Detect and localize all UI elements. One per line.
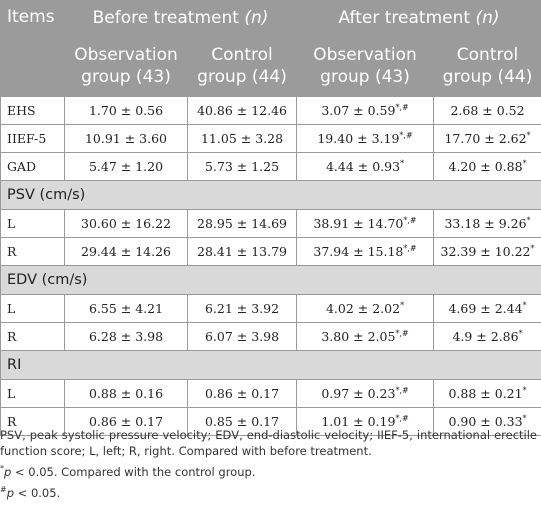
header-before-observation: Observation group (43) [64,35,188,97]
table-row: IIEF-5 10.91 ± 3.60 11.05 ± 3.28 19.40 ± 3.… [0,124,541,153]
cell-after-control: 0.88 ± 0.21* [433,379,541,408]
cell-after-control: 32.39 ± 10.22* [433,237,541,266]
cell-before-control: 0.86 ± 0.17 [186,379,298,408]
cell-after-observation: 3.80 ± 2.05*,# [296,322,435,351]
row-label: IIEF-5 [0,124,65,153]
cell-after-control: 4.9 ± 2.86* [433,322,541,351]
table-row: GAD 5.47 ± 1.20 5.73 ± 1.25 4.44 ± 0.93* 4.2… [0,152,541,181]
section-title: PSV (cm/s) [0,180,541,210]
footnote-star: *p < 0.05. Compared with the control gro… [0,464,256,479]
cell-after-control: 4.69 ± 2.44* [433,294,541,323]
cell-after-observation: 0.97 ± 0.23*,# [296,379,435,408]
results-table: Items Before treatment (n) After treatme… [0,0,541,436]
cell-before-observation: 6.28 ± 3.98 [64,322,188,351]
footnote-hash: #p < 0.05. [0,484,61,500]
cell-after-control: 0.90 ± 0.33* [433,407,541,436]
cell-before-observation: 30.60 ± 16.22 [64,209,188,238]
table-row: L 6.55 ± 4.21 6.21 ± 3.92 4.02 ± 2.02* 4.69 … [0,294,541,323]
cell-before-observation: 5.47 ± 1.20 [64,152,188,181]
cell-before-observation: 29.44 ± 14.26 [64,237,188,266]
table-row: R 6.28 ± 3.98 6.07 ± 3.98 3.80 ± 2.05*,# 4.9… [0,322,541,351]
row-label: L [0,294,65,323]
section-header-row: PSV (cm/s) [0,180,541,210]
table-row: R 0.86 ± 0.17 0.85 ± 0.17 1.01 ± 0.19*,# 0.9… [0,407,541,436]
cell-after-observation: 37.94 ± 15.18*,# [296,237,435,266]
table-row: R 29.44 ± 14.26 28.41 ± 13.79 37.94 ± 15.18… [0,237,541,266]
row-label: R [0,407,65,436]
cell-before-control: 6.07 ± 3.98 [186,322,298,351]
row-label: R [0,237,65,266]
cell-before-control: 0.85 ± 0.17 [186,407,298,436]
results-table-container: Items Before treatment (n) After treatme… [0,0,541,436]
row-label: L [0,379,65,408]
section-header-row: EDV (cm/s) [0,265,541,295]
cell-before-observation: 6.55 ± 4.21 [64,294,188,323]
cell-after-control: 2.68 ± 0.52 [433,96,541,125]
table-footnotes: PSV, peak systolic pressure velocity; ED… [0,427,537,503]
cell-after-control: 17.70 ± 2.62* [433,124,541,153]
cell-before-control: 28.41 ± 13.79 [186,237,298,266]
cell-before-observation: 1.70 ± 0.56 [64,96,188,125]
row-label: R [0,322,65,351]
cell-after-observation: 1.01 ± 0.19*,# [296,407,435,436]
cell-before-observation: 10.91 ± 3.60 [64,124,188,153]
table-row: L 0.88 ± 0.16 0.86 ± 0.17 0.97 ± 0.23*,# 0.8… [0,379,541,408]
footnote-abbreviations: PSV, peak systolic pressure velocity; ED… [0,428,537,458]
section-title: RI [0,350,541,380]
cell-before-control: 11.05 ± 3.28 [186,124,298,153]
cell-before-control: 28.95 ± 14.69 [186,209,298,238]
cell-after-observation: 4.02 ± 2.02* [296,294,435,323]
row-label: GAD [0,152,65,181]
table-row: EHS 1.70 ± 0.56 40.86 ± 12.46 3.07 ± 0.59*,… [0,96,541,125]
cell-before-observation: 0.88 ± 0.16 [64,379,188,408]
cell-before-control: 40.86 ± 12.46 [186,96,298,125]
cell-after-observation: 4.44 ± 0.93* [296,152,435,181]
row-label: EHS [0,96,65,125]
cell-after-observation: 3.07 ± 0.59*,# [296,96,435,125]
section-title: EDV (cm/s) [0,265,541,295]
header-after-treatment: After treatment (n) [296,0,541,36]
cell-before-control: 5.73 ± 1.25 [186,152,298,181]
header-after-observation: Observation group (43) [296,35,435,97]
header-after-control: Control group (44) [433,35,541,97]
cell-after-observation: 19.40 ± 3.19*,# [296,124,435,153]
table-row: L 30.60 ± 16.22 28.95 ± 14.69 38.91 ± 14.70… [0,209,541,238]
cell-after-control: 33.18 ± 9.26* [433,209,541,238]
cell-after-observation: 38.91 ± 14.70*,# [296,209,435,238]
section-header-row: RI [0,350,541,380]
header-before-control: Control group (44) [186,35,298,97]
table-body: EHS 1.70 ± 0.56 40.86 ± 12.46 3.07 ± 0.59*,… [0,96,541,436]
header-before-treatment: Before treatment (n) [63,0,298,36]
cell-before-control: 6.21 ± 3.92 [186,294,298,323]
header-items: Items [0,0,65,97]
row-label: L [0,209,65,238]
cell-after-control: 4.20 ± 0.88* [433,152,541,181]
